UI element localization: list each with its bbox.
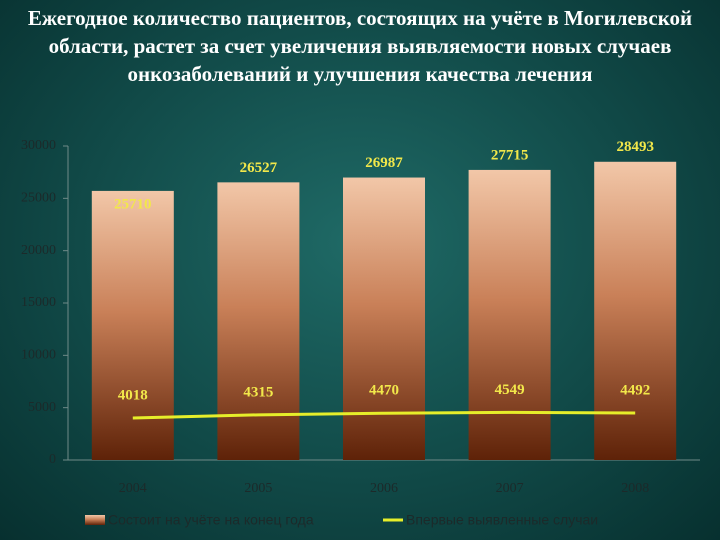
x-tick-label: 2006: [370, 481, 398, 496]
x-tick-label: 2005: [244, 481, 272, 496]
y-tick-label: 5000: [28, 400, 56, 415]
y-tick-label: 0: [49, 452, 56, 467]
line: [132, 410, 636, 420]
line-value-label: 4492: [620, 382, 650, 398]
line-value-label: 4549: [495, 382, 525, 398]
y-tick-label: 25000: [21, 191, 56, 206]
bar: [468, 169, 551, 461]
y-tick-label: 10000: [21, 348, 56, 363]
bar: [594, 161, 677, 461]
bar: [91, 190, 174, 461]
bar: [217, 182, 300, 460]
legend-swatch: [85, 515, 105, 525]
bar-value-label: 25710: [114, 196, 152, 212]
legend-label: Состоит на учёте на конец года: [108, 512, 314, 528]
bar-value-label: 26987: [365, 155, 403, 171]
bar: [343, 177, 425, 460]
line-value-label: 4470: [369, 383, 399, 399]
line-value-label: 4018: [118, 387, 148, 403]
line-value-label: 4315: [243, 384, 273, 400]
bar-value-label: 27715: [491, 147, 529, 163]
x-tick-label: 2007: [496, 481, 524, 496]
bar-value-label: 28493: [616, 139, 654, 155]
y-tick-label: 15000: [21, 295, 56, 310]
y-tick-label: 20000: [21, 243, 56, 258]
x-tick-label: 2008: [621, 481, 649, 496]
legend-label: Впервые выявленные случаи: [406, 512, 598, 528]
y-tick-label: 30000: [21, 138, 56, 153]
x-tick-label: 2004: [119, 481, 147, 496]
bar-value-label: 26527: [240, 160, 278, 176]
chart-title: Ежегодное количество пациентов, состоящи…: [27, 6, 693, 86]
